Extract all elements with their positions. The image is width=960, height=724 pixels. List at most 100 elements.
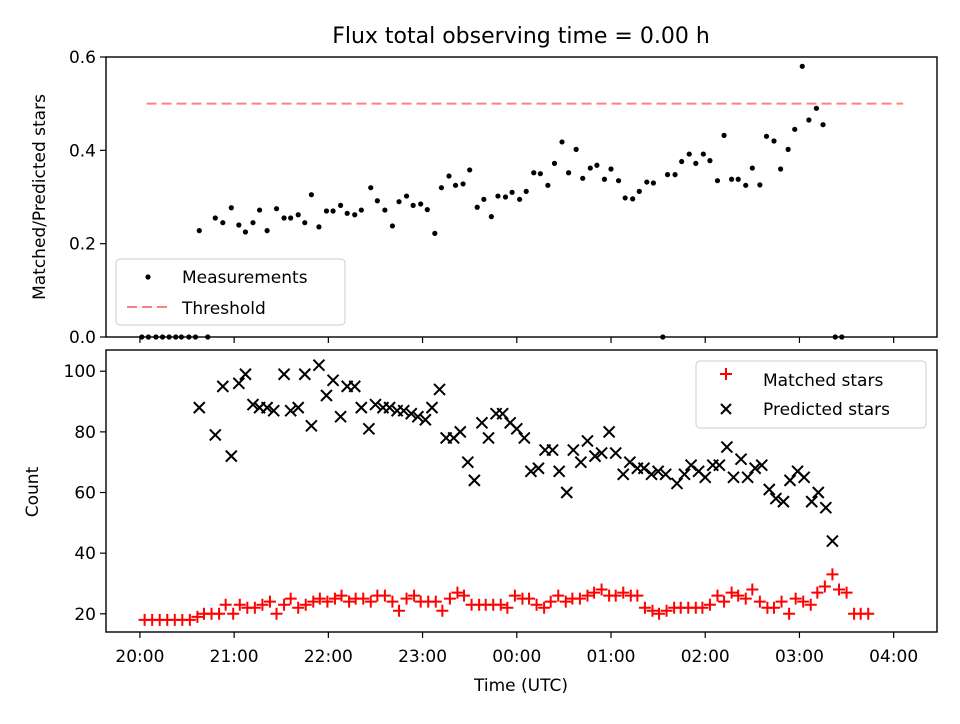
matched-star-point: [270, 607, 283, 620]
measurement-point: [517, 196, 523, 202]
chart-title: Flux total observing time = 0.00 h: [332, 24, 710, 49]
predicted-star-point: [405, 407, 418, 420]
predicted-star-point: [678, 468, 691, 481]
measurement-point: [403, 193, 410, 199]
measurement-point: [432, 230, 438, 236]
predicted-stars-series: [193, 358, 839, 548]
measurement-point: [382, 207, 388, 213]
measurement-point: [813, 105, 820, 111]
predicted-star-point: [797, 471, 811, 484]
measurement-point: [316, 224, 322, 230]
predicted-star-point: [602, 425, 616, 439]
measurement-point: [344, 210, 350, 216]
measurement-point: [622, 195, 628, 201]
measurement-point: [686, 151, 692, 157]
predicted-star-point: [588, 449, 602, 463]
measurement-point: [374, 198, 380, 204]
predicted-star-point: [567, 443, 580, 457]
matched-star-point: [559, 595, 572, 608]
measurement-point: [410, 202, 416, 208]
x-tick-label: 21:00: [210, 647, 259, 667]
predicted-star-point: [637, 462, 651, 475]
measurement-point: [693, 160, 699, 166]
measurement-point: [495, 193, 501, 199]
predicted-star-point: [348, 380, 361, 393]
legend-predicted-marker: [720, 403, 732, 415]
predicted-star-point: [755, 459, 768, 472]
count-panel: 20 40 60 80 100 20:00 21:00 22:00 23:00 00:00 01:…: [23, 349, 938, 696]
matched-star-point: [746, 583, 759, 596]
measurement-point: [799, 63, 805, 69]
matched-star-point: [703, 598, 716, 611]
measurement-point: [288, 215, 294, 221]
matched-star-point: [313, 592, 326, 605]
measurement-point: [523, 188, 529, 194]
predicted-star-point: [246, 398, 260, 411]
count-y-label: Count: [23, 466, 43, 517]
x-axis-label: Time (UTC): [473, 676, 568, 696]
measurement-point: [302, 220, 308, 226]
matched-star-point: [219, 598, 232, 611]
matched-star-point: [797, 595, 810, 608]
measurement-point: [537, 171, 543, 177]
predicted-star-point: [425, 401, 439, 414]
measurement-point: [295, 212, 301, 218]
matched-star-point: [833, 583, 846, 596]
predicted-star-point: [812, 486, 825, 499]
predicted-star-point: [819, 501, 833, 514]
measurement-point: [545, 182, 551, 188]
matched-star-point: [494, 598, 507, 611]
measurement-point: [820, 122, 826, 128]
predicted-star-point: [298, 368, 312, 381]
predicted-star-point: [609, 446, 622, 460]
count-legend: Matched stars Predicted stars: [695, 360, 927, 429]
measurement-point: [228, 205, 234, 211]
ratio-panel: 0.0 0.2 0.4 0.6 Matched/Predicted stars Mea…: [30, 48, 938, 348]
matched-star-point: [335, 589, 348, 602]
ratio-y-tick-label: 0.0: [69, 328, 96, 348]
measurement-point: [236, 222, 242, 228]
predicted-star-point: [225, 449, 238, 463]
predicted-star-point: [454, 425, 467, 439]
ratio-y-tick-label: 0.4: [69, 141, 96, 161]
matched-star-point: [631, 589, 644, 602]
matched-star-point: [653, 607, 666, 620]
measurement-point: [559, 139, 565, 145]
matched-star-point: [278, 598, 291, 611]
matched-star-point: [840, 586, 853, 599]
measurement-point: [338, 202, 344, 208]
measurement-point: [763, 133, 770, 139]
matched-star-point: [429, 595, 442, 608]
legend-predicted-label: Predicted stars: [763, 400, 890, 420]
predicted-star-point: [362, 422, 376, 436]
predicted-star-point: [670, 477, 684, 490]
measurement-point: [424, 207, 430, 213]
matched-star-point: [378, 589, 391, 602]
ratio-legend: Measurements Threshold: [115, 258, 346, 326]
predicted-star-point: [496, 407, 509, 420]
matched-star-point: [307, 595, 320, 608]
measurement-point: [308, 192, 314, 198]
matched-star-point: [393, 604, 406, 617]
count-y-tick-label: 100: [64, 362, 96, 382]
legend-measurements-marker: [145, 274, 151, 280]
measurement-point: [615, 178, 622, 184]
matched-star-point: [581, 589, 594, 602]
predicted-star-point: [777, 495, 790, 508]
predicted-star-point: [727, 471, 740, 484]
matched-star-point: [552, 589, 565, 602]
predicted-star-point: [645, 468, 658, 481]
measurement-point: [601, 176, 608, 182]
predicted-star-point: [595, 446, 608, 460]
measurements-series: [139, 63, 845, 340]
matched-star-point: [862, 607, 875, 620]
predicted-star-point: [312, 358, 326, 372]
matched-star-point: [725, 586, 738, 599]
ratio-y-tick-label: 0.6: [69, 48, 96, 68]
matched-star-point: [638, 601, 651, 614]
x-tick-label: 23:00: [398, 647, 447, 667]
matched-star-point: [646, 604, 659, 617]
count-legend-box: [695, 360, 927, 429]
measurement-point: [368, 185, 374, 191]
measurement-point: [250, 220, 256, 226]
